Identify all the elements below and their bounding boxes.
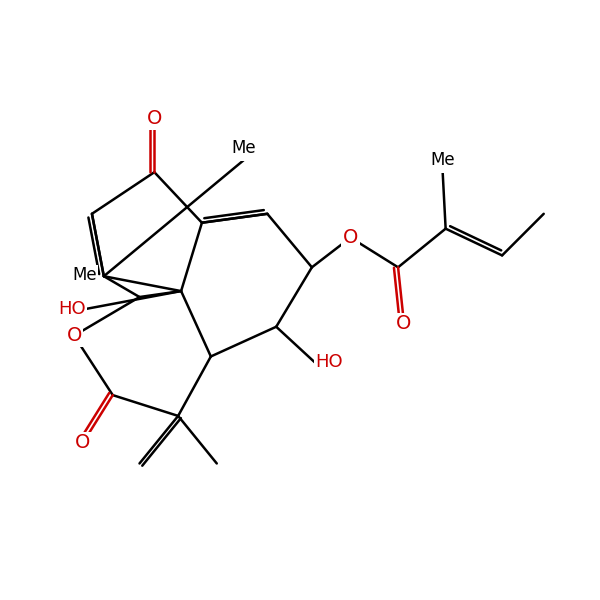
Text: O: O (76, 433, 91, 452)
Text: HO: HO (58, 300, 86, 318)
Text: Me: Me (430, 154, 455, 172)
Text: O: O (76, 433, 91, 452)
Text: O: O (343, 228, 358, 247)
Text: HO: HO (58, 300, 86, 318)
Text: Me: Me (430, 151, 455, 169)
Text: Me: Me (231, 142, 256, 160)
Text: O: O (343, 228, 358, 247)
Text: O: O (67, 326, 82, 345)
Text: O: O (397, 314, 412, 333)
Text: O: O (146, 109, 162, 128)
Text: Me: Me (72, 266, 97, 284)
Text: HO: HO (315, 353, 343, 371)
Text: O: O (146, 109, 162, 128)
Text: O: O (67, 326, 82, 345)
Text: O: O (397, 314, 412, 333)
Text: Me: Me (231, 139, 256, 157)
Text: HO: HO (315, 353, 343, 371)
